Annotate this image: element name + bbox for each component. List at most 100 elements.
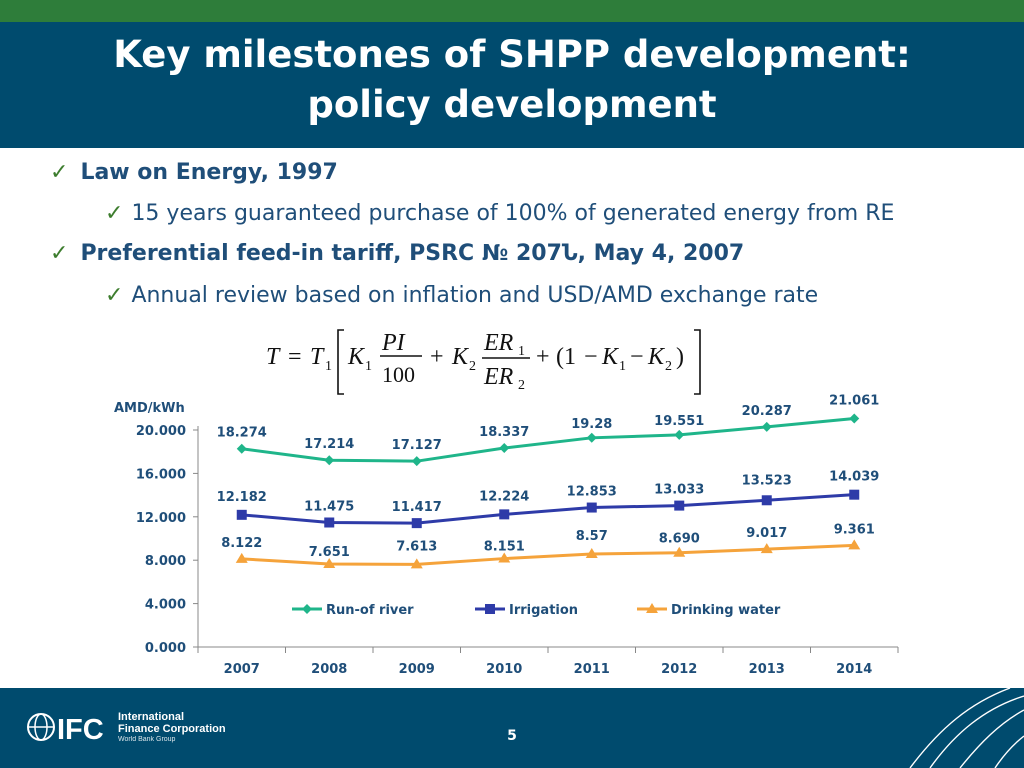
data-point bbox=[236, 509, 247, 520]
formula-one: (1 bbox=[556, 344, 576, 370]
legend-entry: Drinking water bbox=[671, 603, 781, 618]
x-tick-label: 2007 bbox=[224, 662, 260, 677]
data-label: 11.417 bbox=[392, 500, 442, 515]
formula-T1: T bbox=[310, 344, 325, 370]
formula-sub: 2 bbox=[469, 359, 476, 374]
data-label: 20.287 bbox=[742, 404, 792, 419]
data-point bbox=[760, 543, 773, 554]
sub-bullet-annual-review: ✓ Annual review based on inflation and US… bbox=[105, 283, 818, 308]
tariff-line-chart: AMD/kWh 0.000 4.000 8.000 12.000 16.000 20.00… bbox=[114, 393, 899, 677]
formula-100: 100 bbox=[382, 362, 415, 387]
data-label: 13.523 bbox=[742, 473, 792, 488]
bullet-text: Law on Energy, 1997 bbox=[80, 160, 338, 185]
data-point bbox=[411, 518, 422, 529]
x-tick-label: 2013 bbox=[749, 662, 785, 677]
data-point bbox=[485, 604, 495, 614]
formula-sub: 1 bbox=[619, 359, 626, 374]
formula-bracket-right bbox=[694, 329, 701, 395]
chart-legend: Run-of river Irrigation Drinking water bbox=[292, 603, 781, 618]
title-band bbox=[0, 22, 1024, 148]
data-point bbox=[498, 552, 511, 563]
data-label: 18.337 bbox=[479, 425, 529, 440]
org-line-3: World Bank Group bbox=[118, 736, 176, 743]
series-drinking-water: 8.122 7.651 7.613 8.151 8.57 8.690 9.017 9.361 bbox=[221, 522, 875, 569]
formula-T: T bbox=[266, 344, 281, 370]
y-axis-label: AMD/kWh bbox=[114, 401, 185, 416]
y-tick-label: 16.000 bbox=[136, 467, 186, 482]
data-label: 19.551 bbox=[654, 414, 704, 429]
data-point bbox=[586, 432, 597, 443]
formula-K1b: K bbox=[601, 344, 620, 370]
swoosh-line bbox=[994, 735, 1024, 768]
formula-ER1: ER bbox=[483, 330, 514, 356]
data-label: 12.853 bbox=[567, 485, 617, 500]
data-point bbox=[849, 489, 860, 500]
formula-PI: PI bbox=[381, 330, 406, 356]
formula-sub: 1 bbox=[365, 359, 372, 374]
org-line-2: Finance Corporation bbox=[118, 723, 226, 735]
y-tick-label: 4.000 bbox=[145, 598, 186, 613]
page-number: 5 bbox=[507, 728, 517, 744]
top-accent-band bbox=[0, 0, 1024, 22]
data-label: 8.690 bbox=[659, 532, 700, 547]
data-label: 8.151 bbox=[484, 540, 525, 555]
data-label: 8.122 bbox=[221, 536, 262, 551]
x-tick-label: 2008 bbox=[311, 662, 347, 677]
data-label: 18.274 bbox=[217, 426, 267, 441]
logo-mark: IFC bbox=[57, 714, 104, 746]
x-tick-label: 2011 bbox=[574, 662, 610, 677]
legend-entry: Run-of river bbox=[326, 603, 414, 618]
data-label: 7.613 bbox=[396, 539, 437, 554]
data-label: 14.039 bbox=[829, 470, 879, 485]
data-label: 19.28 bbox=[571, 417, 612, 432]
org-line-1: International bbox=[118, 711, 185, 723]
bullet-text: 15 years guaranteed purchase of 100% of … bbox=[131, 201, 895, 226]
data-point bbox=[235, 552, 248, 563]
title-line-2: policy development bbox=[307, 83, 717, 126]
org-name: International Finance Corporation World … bbox=[118, 711, 226, 745]
formula-plus: + bbox=[430, 344, 444, 370]
data-label: 9.361 bbox=[834, 522, 875, 537]
data-point bbox=[323, 557, 336, 568]
formula-sub: 1 bbox=[518, 344, 525, 359]
data-point bbox=[586, 502, 597, 513]
chart-series: 18.274 17.214 17.127 18.337 19.28 19.551 20.28… bbox=[217, 393, 879, 569]
data-point bbox=[848, 539, 861, 550]
data-label: 7.651 bbox=[309, 545, 350, 560]
footer-band bbox=[0, 688, 1024, 768]
data-label: 21.061 bbox=[829, 393, 879, 408]
bullet-text: Annual review based on inflation and USD… bbox=[131, 283, 819, 308]
data-point bbox=[585, 548, 598, 559]
series-line bbox=[241, 543, 855, 566]
swoosh-line bbox=[959, 709, 1024, 768]
data-point bbox=[673, 546, 686, 557]
data-point bbox=[302, 604, 312, 614]
bullet-law-on-energy: ✓ Law on Energy, 1997 bbox=[50, 160, 338, 185]
decorative-swoosh bbox=[909, 688, 1024, 768]
tariff-formula: T = T 1 K 1 PI 100 + K 2 ER 1 ER 2 + (1 … bbox=[266, 329, 701, 395]
swoosh-line bbox=[909, 688, 1011, 768]
y-axis-ticks: 0.000 4.000 8.000 12.000 16.000 20.000 bbox=[136, 424, 198, 656]
data-point bbox=[761, 495, 772, 506]
data-point bbox=[236, 443, 247, 454]
series-line bbox=[241, 493, 855, 525]
x-tick-label: 2014 bbox=[836, 662, 872, 677]
data-label: 13.033 bbox=[654, 483, 704, 498]
x-tick-label: 2012 bbox=[661, 662, 697, 677]
formula-equals: = bbox=[288, 344, 302, 370]
checkmark-icon: ✓ bbox=[105, 201, 124, 226]
bullet-feed-in-tariff: ✓ Preferential feed-in tariff, PSRC № 207… bbox=[50, 241, 744, 266]
y-tick-label: 20.000 bbox=[136, 424, 186, 439]
formula-sub: 1 bbox=[325, 359, 332, 374]
series-line bbox=[241, 416, 855, 463]
data-label: 11.475 bbox=[304, 499, 354, 514]
data-label: 9.017 bbox=[746, 526, 787, 541]
series-irrigation: 12.182 11.475 11.417 12.224 12.853 13.033 13.5… bbox=[217, 470, 879, 529]
y-tick-label: 12.000 bbox=[136, 511, 186, 526]
title-line-1: Key milestones of SHPP development: bbox=[113, 33, 911, 76]
slide-title: Key milestones of SHPP development: poli… bbox=[0, 30, 1024, 130]
data-point bbox=[761, 421, 772, 432]
y-tick-label: 0.000 bbox=[145, 641, 186, 656]
ifc-globe-logo: IFC bbox=[27, 713, 104, 746]
data-point bbox=[324, 455, 335, 466]
